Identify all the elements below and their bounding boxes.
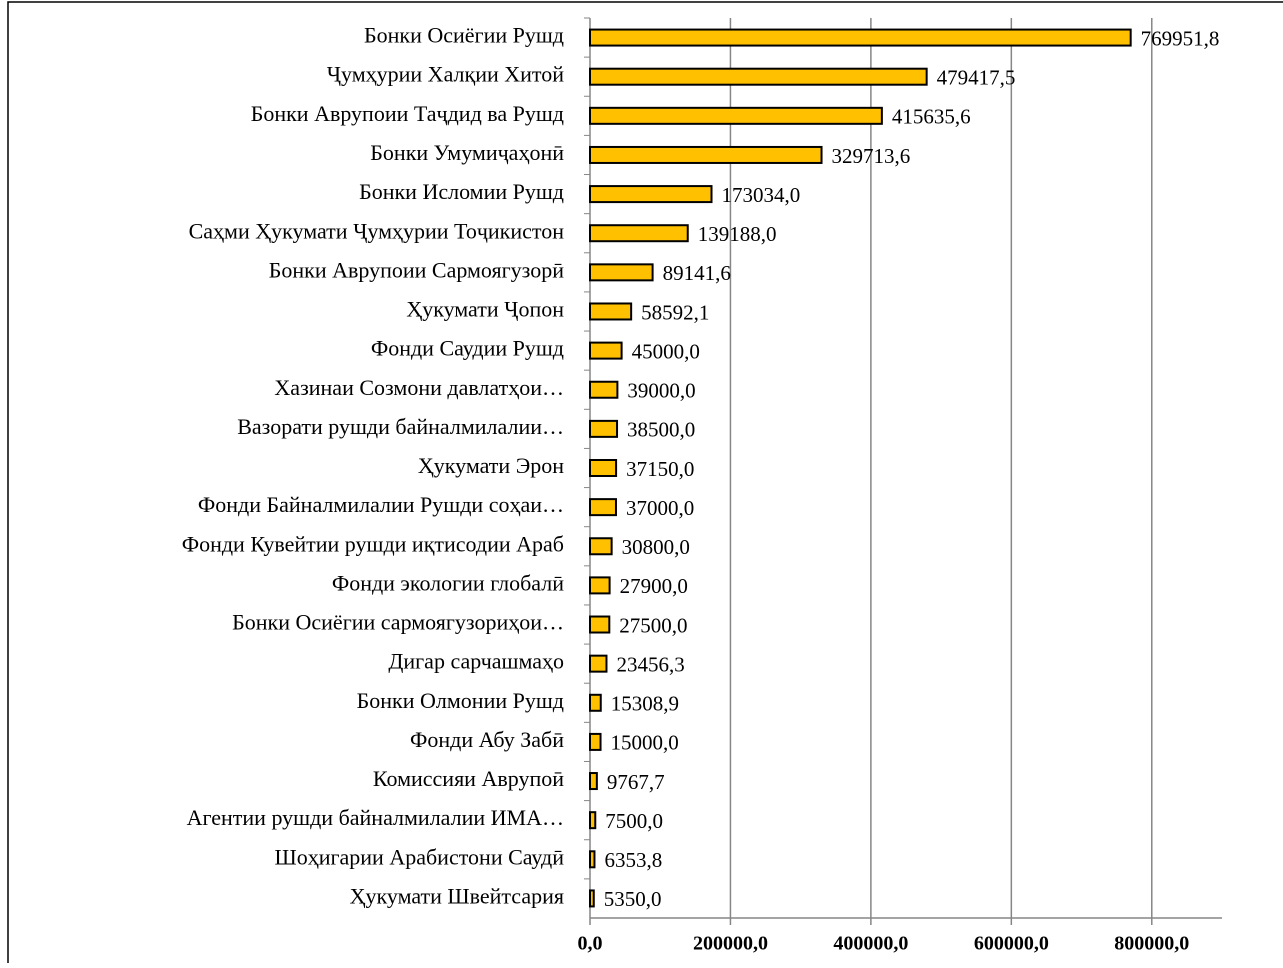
value-label: 15308,9 bbox=[611, 692, 679, 716]
bar bbox=[589, 850, 596, 869]
y-tick-label: Фонди Кувейтии рушди иқтисодии Араб bbox=[182, 531, 564, 556]
y-tick-label: Фонди Саудии Рушд bbox=[371, 336, 564, 361]
value-label: 15000,0 bbox=[611, 731, 679, 755]
value-label: 27900,0 bbox=[620, 574, 688, 598]
value-label: 39000,0 bbox=[627, 379, 695, 403]
y-tick-label: Дигар сарчашмаҳо bbox=[388, 649, 564, 674]
y-tick-label: Фонди экологии глобалӣ bbox=[332, 570, 564, 595]
value-label: 45000,0 bbox=[632, 339, 700, 363]
x-tick-label: 600000,0 bbox=[974, 933, 1049, 955]
y-tick-label: Хазинаи Созмони давлатҳои… bbox=[274, 375, 564, 400]
y-tick-label: Бонки Осиёгии Рушд bbox=[364, 23, 564, 48]
value-label: 7500,0 bbox=[605, 809, 663, 833]
y-tick-label: Вазорати рушди байналмилалии… bbox=[237, 414, 564, 439]
value-label: 37150,0 bbox=[626, 457, 694, 481]
y-tick-label: Бонки Осиёгии сармоягузориҳои… bbox=[232, 610, 564, 635]
y-tick-label: Ҳукумати Эрон bbox=[418, 453, 564, 478]
y-tick-label: Ҷумҳурии Халқии Хитой bbox=[327, 62, 565, 87]
bar bbox=[589, 341, 623, 360]
value-label: 479417,5 bbox=[937, 66, 1016, 90]
bar bbox=[589, 615, 611, 634]
bar bbox=[589, 811, 597, 830]
y-tick-label: Агентии рушди байналмилалии ИМА… bbox=[187, 805, 564, 830]
x-tick-label: 0,0 bbox=[578, 933, 603, 955]
value-label: 415635,6 bbox=[892, 105, 971, 129]
bar bbox=[589, 889, 595, 908]
y-tick-label: Фонди Байналмилалии Рушди соҳаи… bbox=[198, 492, 564, 517]
value-label: 27500,0 bbox=[619, 613, 687, 637]
bar bbox=[589, 302, 633, 321]
value-label: 173034,0 bbox=[722, 183, 801, 207]
y-tick-label: Ҳукумати Ҷопон bbox=[406, 297, 564, 322]
value-label: 6353,8 bbox=[604, 848, 662, 872]
y-tick-label: Шоҳигарии Арабистони Саудӣ bbox=[275, 844, 565, 869]
y-tick-label: Ҳукумати Швейтсария bbox=[350, 883, 564, 908]
y-tick-label: Бонки Олмонии Рушд bbox=[357, 688, 564, 713]
value-label: 5350,0 bbox=[604, 887, 662, 911]
bar bbox=[589, 380, 619, 399]
bar bbox=[589, 263, 654, 282]
chart-frame bbox=[7, 1, 1283, 968]
x-tick-label: 800000,0 bbox=[1114, 933, 1189, 955]
bar bbox=[589, 224, 689, 243]
value-label: 37000,0 bbox=[626, 496, 694, 520]
y-tick-label: Бонки Аврупоии Таҷдид ва Рушд bbox=[251, 101, 564, 126]
bar bbox=[589, 693, 602, 712]
value-label: 89141,6 bbox=[663, 261, 731, 285]
value-label: 58592,1 bbox=[641, 300, 709, 324]
value-label: 139188,0 bbox=[698, 222, 777, 246]
y-tick-label: Бонки Аврупоии Сармоягузорӣ bbox=[269, 257, 564, 282]
y-tick-label: Фонди Абу Забӣ bbox=[410, 727, 564, 752]
bar bbox=[589, 537, 613, 556]
y-tick-label: Саҳми Ҳукумати Ҷумҳурии Тоҷикистон bbox=[189, 218, 565, 243]
value-label: 23456,3 bbox=[616, 652, 684, 676]
value-label: 769951,8 bbox=[1141, 26, 1220, 50]
value-label: 9767,7 bbox=[607, 770, 665, 794]
value-label: 38500,0 bbox=[627, 418, 695, 442]
bar bbox=[589, 498, 617, 517]
y-tick-label: Бонки Исломии Рушд bbox=[359, 179, 564, 204]
bar bbox=[589, 67, 928, 86]
bar bbox=[589, 145, 823, 164]
value-label: 329713,6 bbox=[832, 144, 911, 168]
value-label: 30800,0 bbox=[622, 535, 690, 559]
x-tick-label: 200000,0 bbox=[693, 933, 768, 955]
bar bbox=[589, 185, 713, 204]
bar bbox=[589, 28, 1132, 47]
bar bbox=[589, 772, 598, 791]
bar bbox=[589, 419, 619, 438]
bar bbox=[589, 459, 618, 477]
y-tick-label: Комиссияи Аврупоӣ bbox=[373, 766, 564, 791]
bar bbox=[589, 654, 608, 673]
bar bbox=[589, 106, 883, 125]
y-tick-label: Бонки Умумиҷаҳонӣ bbox=[370, 140, 564, 165]
bar bbox=[589, 732, 602, 751]
x-tick-label: 400000,0 bbox=[833, 933, 908, 955]
bar bbox=[589, 576, 611, 595]
